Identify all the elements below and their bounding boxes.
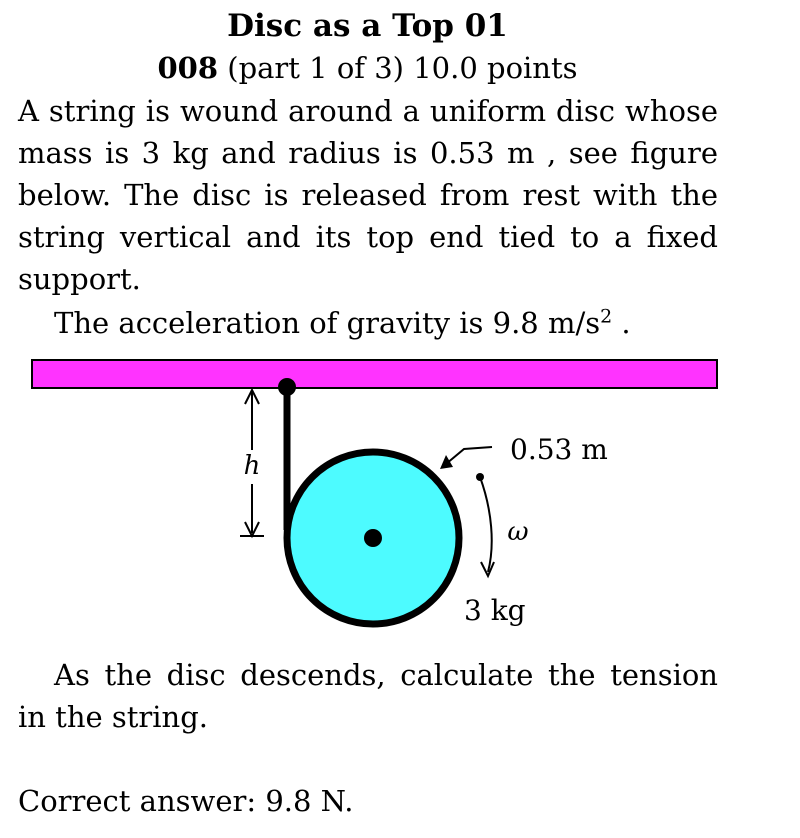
gravity-text: The acceleration of gravity is 9.8 m/s [54, 306, 601, 340]
correct-answer: Correct answer: 9.8 N. [18, 784, 354, 818]
gravity-exponent: 2 [600, 305, 613, 328]
height-dimension: h [238, 387, 266, 539]
string-tie-point [278, 378, 296, 396]
fixed-support [31, 359, 718, 389]
radius-leader [445, 446, 493, 465]
problem-statement: A string is wound around a uniform disc … [18, 94, 718, 296]
radius-arrowhead [440, 455, 453, 469]
problem-part: (part 1 of 3) 10.0 points [227, 51, 578, 85]
question-text: As the disc descends, calculate the tens… [18, 658, 718, 734]
rotation-arrow [479, 476, 493, 573]
mass-label: 3 kg [464, 594, 526, 627]
rotation-arrowhead [480, 561, 495, 579]
disc-center [364, 529, 382, 547]
angular-velocity-label: ω [507, 517, 528, 547]
problem-number: 008 [157, 51, 219, 85]
gravity-suffix: . [612, 306, 631, 340]
problem-title: Disc as a Top 01 [227, 8, 508, 44]
problem-subtitle: 008 (part 1 of 3) 10.0 points [0, 48, 735, 88]
radius-label: 0.53 m [510, 433, 608, 466]
disc-figure: h 0.53 m ω 3 kg [31, 359, 718, 628]
height-label: h [244, 451, 261, 481]
gravity-statement: The acceleration of gravity is 9.8 m/s2 … [18, 302, 718, 344]
